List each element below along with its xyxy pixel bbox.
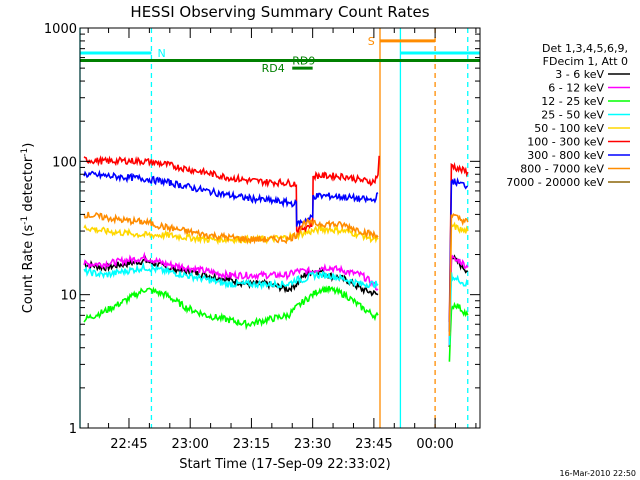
legend-entry-label: 6 - 12 keV xyxy=(548,82,604,95)
series-line xyxy=(448,221,469,333)
x-tick-label: 23:15 xyxy=(233,437,270,452)
flag-label: RD4 xyxy=(262,62,285,75)
series-line xyxy=(83,211,379,245)
flag-label: RD9 xyxy=(292,55,315,68)
plot-frame xyxy=(79,27,481,429)
x-axis: 22:45 23:00 23:15 23:30 23:45 00:00 xyxy=(87,28,477,452)
series-line xyxy=(448,176,469,332)
flag-label: N xyxy=(158,47,166,60)
series-line xyxy=(83,169,379,228)
y-axis: 1 10 100 1000 xyxy=(44,22,480,437)
y-tick-label: 10 xyxy=(60,289,77,304)
legend: Det 1,3,4,5,6,9, FDecim 1, Att 0 3 - 6 k… xyxy=(506,42,630,189)
series-line xyxy=(448,301,469,362)
y-axis-label: Count Rate (s-1 detector-1) xyxy=(20,143,36,314)
vertical-markers xyxy=(79,28,469,428)
legend-entry-label: 3 - 6 keV xyxy=(555,68,604,81)
legend-entry-label: 100 - 300 keV xyxy=(527,136,604,149)
series-line xyxy=(448,272,469,345)
legend-entry-label: 12 - 25 keV xyxy=(541,95,604,108)
flag-label: S xyxy=(368,35,375,48)
series-line xyxy=(448,254,468,348)
legend-entry-label: 300 - 800 keV xyxy=(527,149,604,162)
series-lines xyxy=(83,155,469,362)
x-tick-label: 23:45 xyxy=(355,437,392,452)
series-line xyxy=(83,251,379,291)
series-line xyxy=(83,155,380,234)
x-tick-label: 22:45 xyxy=(110,437,147,452)
y-tick-label: 100 xyxy=(52,155,77,170)
footer-date: 16-Mar-2010 22:50 xyxy=(560,469,637,478)
x-axis-label: Start Time (17-Sep-09 22:33:02) xyxy=(179,457,390,472)
y-tick-label: 1000 xyxy=(44,22,77,37)
series-line xyxy=(448,213,469,336)
legend-header-line-2: FDecim 1, Att 0 xyxy=(543,55,628,68)
legend-entry-label: 25 - 50 keV xyxy=(541,109,604,122)
instrument-flags: N S RD9 RD4 xyxy=(80,35,480,75)
chart-title: HESSI Observing Summary Count Rates xyxy=(130,3,429,21)
legend-header-line-1: Det 1,3,4,5,6,9, xyxy=(542,42,628,55)
x-tick-label: 23:00 xyxy=(171,437,208,452)
series-line xyxy=(448,161,469,323)
series-line xyxy=(83,224,379,246)
y-tick-label: 1 xyxy=(69,422,77,437)
series-line xyxy=(83,261,379,291)
x-tick-label: 00:00 xyxy=(416,437,453,452)
legend-entry-label: 800 - 7000 keV xyxy=(520,163,604,176)
series-line xyxy=(448,254,469,346)
x-tick-label: 23:30 xyxy=(294,437,331,452)
legend-entry-label: 7000 - 20000 keV xyxy=(506,176,604,189)
legend-entry-label: 50 - 100 keV xyxy=(534,122,604,135)
series-line xyxy=(83,285,379,331)
